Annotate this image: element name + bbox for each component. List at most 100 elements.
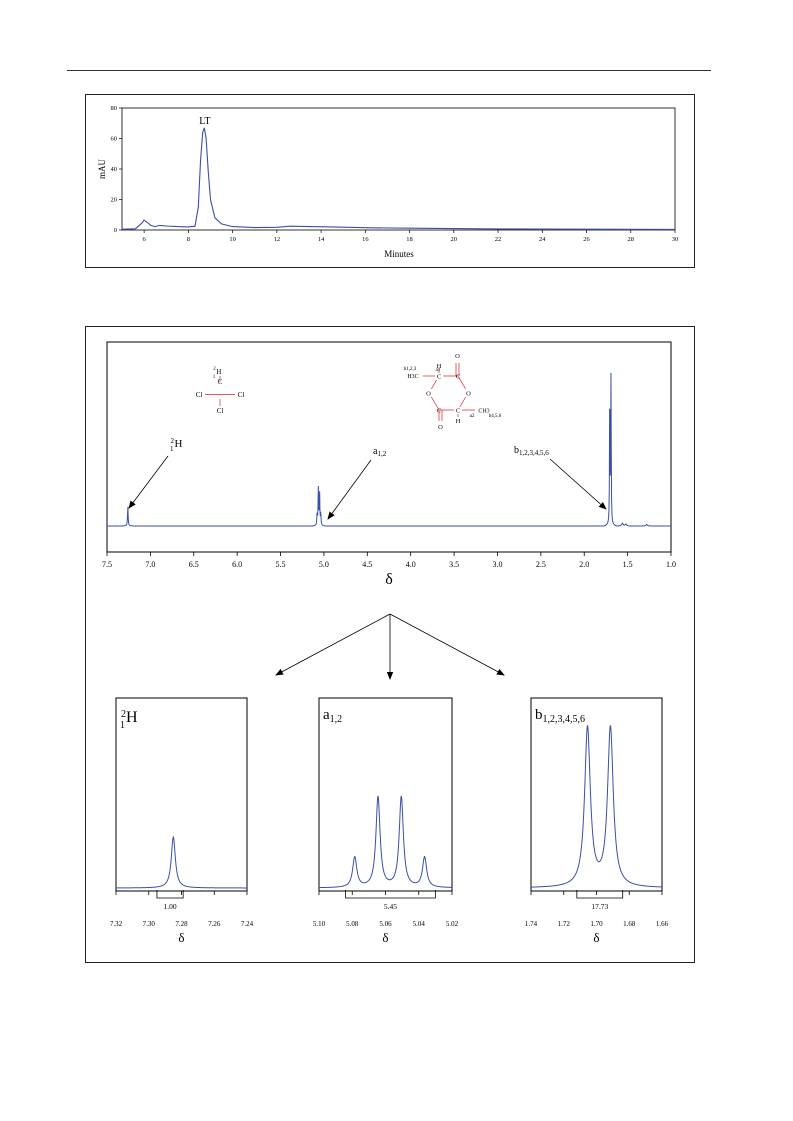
x-tick-label: 28	[628, 236, 635, 243]
x-tick-label: 7.28	[175, 920, 188, 928]
x-tick-label: 1.5	[623, 560, 633, 569]
x-tick-label: 6	[142, 236, 146, 243]
zoom-spectrum-line	[319, 795, 453, 889]
x-tick-label: 4.0	[406, 560, 416, 569]
lactide-c: C	[456, 408, 460, 415]
chcl3-h: 2 1H	[213, 367, 222, 380]
hplc-chart: 6 8 10 12 14 16 18 20 22 24 26 28 30 0 20 40 60 80 LT Min…	[97, 105, 679, 259]
peak-label-a: a1,2	[373, 446, 387, 458]
integral-value: 5.45	[384, 902, 397, 911]
x-tick-label: 5.06	[379, 920, 392, 928]
x-tick-label: 12	[274, 236, 281, 243]
expand-arrow-left	[275, 613, 391, 676]
lactide-o: O	[466, 391, 471, 398]
x-tick-label: 3.5	[449, 560, 459, 569]
nmr-figure: 7.5 7.0 6.5 6.0 5.5 5.0 4.5 4.0 3.5 3.0 2.5 2.0 1.5 1…	[102, 341, 676, 945]
main-spectrum-axes: 7.5 7.0 6.5 6.0 5.5 5.0 4.5 4.0 3.5 3.0 2.5 2.0 1.5 1…	[102, 552, 676, 569]
integral-bracket	[156, 890, 184, 899]
x-tick-label: 18	[406, 236, 413, 243]
peak-label-2h: 2 1H	[170, 437, 183, 453]
x-tick-label: 1.74	[525, 920, 538, 928]
zoom-title: 2 1H	[120, 709, 138, 731]
x-tick-label: 5.02	[446, 920, 459, 928]
lactide-o: O	[455, 353, 460, 360]
x-tick-label: 1.70	[590, 920, 603, 928]
integral-line	[156, 890, 184, 899]
x-axis-label: Minutes	[384, 249, 414, 259]
zoom-axes: 1.74 1.72 1.70 1.68 1.66	[525, 891, 669, 928]
x-tick-label: 6.5	[189, 560, 199, 569]
zoom-spectrum-line	[530, 725, 663, 888]
lactide-c: C	[456, 374, 460, 381]
arrow-to-b-peak	[549, 458, 607, 510]
x-tick-label: 22	[495, 236, 502, 243]
zoom-spectrum-line	[116, 835, 247, 889]
zoom-panel-a: a1,2 5.10 5.08 5.06 5.04 5.02 5.45 δ	[313, 697, 459, 945]
peak-label-b: b1,2,3,4,5,6	[514, 445, 549, 457]
integral-value: 1.00	[163, 902, 176, 911]
y-tick-label: 0	[114, 227, 117, 234]
y-tick-label: 80	[111, 105, 118, 112]
x-tick-label: 14	[318, 236, 325, 243]
zoom-panel-b: b1,2,3,4,5,6 1.74 1.72 1.70 1.68 1.66 17.73 …	[525, 697, 669, 945]
zoom-axes: 5.10 5.08 5.06 5.04 5.02	[313, 891, 459, 928]
lactide-o: O	[426, 391, 431, 398]
lactide-label-b456: b4,5,6	[489, 414, 502, 419]
integral-line	[576, 890, 624, 899]
integral-line	[345, 890, 436, 899]
peak-label-lt: LT	[199, 116, 210, 127]
lactide-label-a2: a2	[470, 414, 475, 419]
x-tick-label: 5.0	[319, 560, 329, 569]
hplc-series-line	[121, 127, 676, 230]
zoom-title: a1,2	[323, 707, 342, 725]
lactide-methyl-label: H3C	[407, 374, 418, 380]
lactide-h: H	[437, 363, 442, 370]
lactide-h: H	[456, 418, 461, 425]
x-tick-label: 7.0	[145, 560, 155, 569]
integral-bracket	[576, 890, 624, 899]
x-tick-label: 5.04	[413, 920, 426, 928]
lactide-label-b123: b1,2,3	[404, 367, 417, 372]
x-tick-label: 20	[451, 236, 458, 243]
x-tick-label: 5.10	[313, 920, 326, 928]
zoom-title: b1,2,3,4,5,6	[535, 707, 585, 725]
lactide-c: C	[437, 374, 441, 381]
x-tick-label: 2.0	[579, 560, 589, 569]
hplc-axes: 6 8 10 12 14 16 18 20 22 24 26 28 30 0 20 40 60 80	[111, 105, 679, 243]
x-tick-label: 1.72	[558, 920, 571, 928]
x-tick-label: 7.26	[208, 920, 221, 928]
zoom-x-axis-label: δ	[593, 930, 599, 945]
x-tick-label: 5.5	[276, 560, 286, 569]
lactide-o: O	[438, 424, 443, 431]
x-tick-label: 6.0	[232, 560, 242, 569]
integral-value: 17.73	[591, 902, 608, 911]
integral-bracket	[345, 890, 436, 899]
y-tick-label: 60	[111, 136, 118, 143]
x-tick-label: 5.08	[346, 920, 359, 928]
x-tick-label: 1.68	[623, 920, 636, 928]
x-tick-label: 26	[583, 236, 590, 243]
lactide-label-a1: a1	[436, 368, 441, 373]
main-x-axis-label: δ	[385, 571, 393, 588]
arrow-to-2h-peak	[128, 455, 169, 509]
y-tick-label: 40	[111, 166, 118, 173]
x-tick-label: 30	[672, 236, 679, 243]
arrow-to-a-peak	[327, 459, 372, 520]
main-spectrum-frame	[106, 341, 672, 553]
x-tick-label: 4.5	[362, 560, 372, 569]
x-tick-label: 3.0	[492, 560, 502, 569]
chcl3-cl-left: Cl	[196, 391, 203, 399]
lactide-structure: O O O O C C C C H H H3C CH3 a1 a2 b1,2,3…	[404, 353, 502, 431]
y-tick-label: 20	[111, 197, 118, 204]
x-tick-label: 7.24	[241, 920, 254, 928]
x-tick-label: 7.30	[143, 920, 156, 928]
header-rule	[67, 70, 711, 71]
zoom-axes: 7.32 7.30 7.28 7.26 7.24	[110, 891, 254, 928]
expand-arrow-right	[389, 613, 505, 676]
chcl3-cl-bottom: Cl	[217, 407, 224, 415]
x-tick-label: 8	[187, 236, 190, 243]
zoom-panel-2h: 2 1H 7.32 7.30 7.28 7.26 7.24 1.00 δ	[110, 697, 254, 945]
main-spectrum-line	[107, 372, 671, 527]
nmr-spectrum-panel: 7.5 7.0 6.5 6.0 5.5 5.0 4.5 4.0 3.5 3.0 2.5 2.0 1.5 1…	[85, 326, 695, 963]
zoom-x-axis-label: δ	[178, 930, 184, 945]
